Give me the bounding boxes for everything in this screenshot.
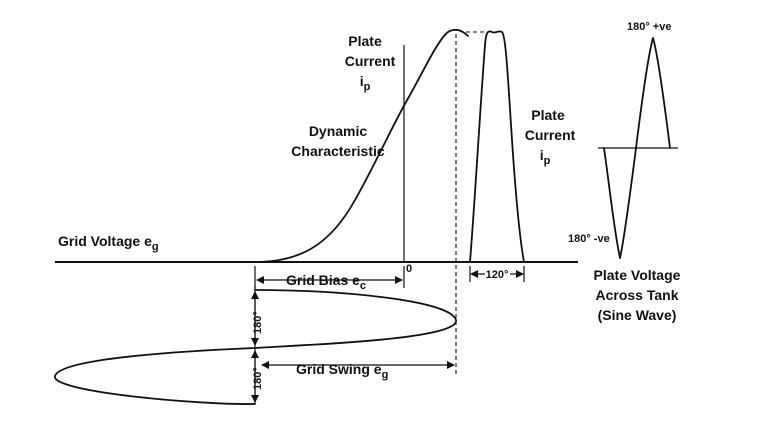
angle-180-upper-label: 180° xyxy=(252,311,264,334)
zero-label: 0 xyxy=(406,263,412,275)
grid-bias-label: Grid Bias ec xyxy=(286,272,366,292)
plate-voltage-sine xyxy=(603,37,671,259)
plate-current-right-symbol: ip xyxy=(540,147,551,167)
grid-swing-sine xyxy=(54,289,457,405)
plate-voltage-line1: Plate Voltage xyxy=(594,267,681,283)
dynamic-characteristic-line2: Characteristic xyxy=(291,143,385,159)
plate-voltage-line2: Across Tank xyxy=(596,287,679,303)
plate-voltage-line3: (Sine Wave) xyxy=(598,307,677,323)
angle-120-label: 120° xyxy=(486,269,509,281)
plate-current-right-line1: Plate xyxy=(531,107,565,123)
plate-current-pulse xyxy=(469,30,525,263)
grid-voltage-label: Grid Voltage eg xyxy=(58,233,159,253)
plate-current-top-symbol: ip xyxy=(360,73,371,93)
angle-180-negative-label: 180° -ve xyxy=(568,233,610,245)
grid-swing-label: Grid Swing eg xyxy=(296,361,388,381)
plate-current-right-line2: Current xyxy=(525,127,576,143)
dynamic-characteristic-line1: Dynamic xyxy=(309,123,368,139)
angle-180-lower-label: 180° xyxy=(252,367,264,390)
dynamic-characteristic-curve xyxy=(254,29,469,263)
angle-180-positive-label: 180° +ve xyxy=(627,21,671,33)
plate-current-top-line2: Current xyxy=(345,53,396,69)
plate-current-top-line1: Plate xyxy=(348,33,382,49)
